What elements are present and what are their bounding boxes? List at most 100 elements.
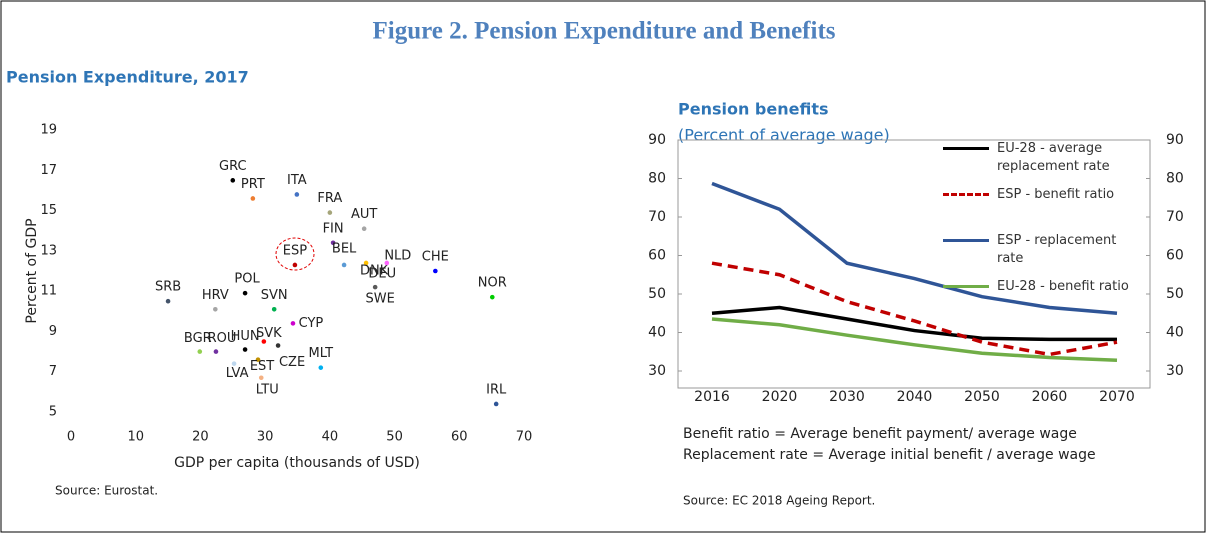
series-line <box>711 181 1118 315</box>
note: Benefit ratio = Average benefit payment/… <box>683 426 1077 442</box>
plot-frame <box>677 139 1151 389</box>
point <box>489 294 495 300</box>
point-label: BEL <box>332 241 357 256</box>
y2-tick-label: 40 <box>1166 325 1184 341</box>
figure-title: Figure 2. Pension Expenditure and Benefi… <box>372 18 835 45</box>
point <box>242 290 248 296</box>
y-tick-label: 50 <box>648 286 666 302</box>
y-tick-label: 80 <box>648 171 666 187</box>
point-label: POL <box>234 272 260 287</box>
point-label: AUT <box>351 207 377 222</box>
point-label: DEU <box>368 266 396 281</box>
x-tick-label: 2040 <box>897 389 933 405</box>
series-line <box>711 305 1117 342</box>
y-tick-label: 15 <box>40 203 57 218</box>
point-label: BGR <box>184 331 212 346</box>
y-tick-label: 60 <box>648 248 666 264</box>
point-label: ITA <box>287 173 307 188</box>
x-tick-label: 2070 <box>1099 389 1135 405</box>
point <box>341 262 347 268</box>
point <box>330 240 336 246</box>
x-tick-label: 50 <box>386 430 403 445</box>
legend-entry: EU-28 - benefit ratio <box>943 278 1153 324</box>
point <box>292 262 298 268</box>
point-label: SVN <box>261 288 288 303</box>
x-axis-label: GDP per capita (thousands of USD) <box>174 455 420 471</box>
y-tick-label: 9 <box>49 324 57 339</box>
legend-swatch <box>943 285 989 288</box>
highlight-circle <box>275 237 315 271</box>
point-label: MLT <box>308 346 333 361</box>
legend-swatch <box>943 147 989 150</box>
y-tick-label: 7 <box>49 364 57 379</box>
point <box>433 268 438 274</box>
point <box>368 266 374 272</box>
y2-tick-label: 50 <box>1166 286 1184 302</box>
source: Source: EC 2018 Ageing Report. <box>683 494 875 508</box>
point <box>165 298 171 304</box>
point <box>372 284 378 290</box>
legend-label: EU-28 - average replacement rate <box>997 141 1110 174</box>
y-tick-label: 40 <box>648 325 666 341</box>
y-tick-label: 13 <box>40 243 57 258</box>
series-line <box>711 261 1118 357</box>
point-label: NOR <box>478 276 507 291</box>
point-label: HUN <box>231 329 260 344</box>
y-tick-label: 11 <box>40 284 57 299</box>
x-tick-label: 0 <box>67 430 75 445</box>
legend-label: ESP - replacement rate <box>997 233 1117 266</box>
point <box>361 226 367 231</box>
point-label: SRB <box>155 280 181 295</box>
x-tick-label: 30 <box>257 430 274 445</box>
point-label: LTU <box>256 382 279 397</box>
point-label: HRV <box>202 288 229 303</box>
point-label: PRT <box>241 177 265 192</box>
point-label: EST <box>250 359 274 374</box>
source: Source: Eurostat. <box>55 484 158 498</box>
series-line <box>711 317 1118 362</box>
point-label: SWE <box>365 292 394 307</box>
point-label: NLD <box>384 248 411 263</box>
point <box>197 349 203 354</box>
point-label: FRA <box>317 191 342 206</box>
y-tick-label: 30 <box>648 363 666 379</box>
x-tick-label: 2030 <box>829 389 865 405</box>
x-tick-label: 20 <box>192 430 209 445</box>
x-tick-label: 2050 <box>964 389 1000 405</box>
x-tick-label: 70 <box>516 430 533 445</box>
y-axis-label: Percent of GDP <box>24 218 40 323</box>
point <box>275 343 281 348</box>
legend-entry: ESP - benefit ratio <box>943 186 1153 232</box>
legend-label: ESP - benefit ratio <box>997 187 1115 202</box>
point <box>290 321 296 326</box>
point-label: FIN <box>323 221 344 236</box>
point <box>327 210 333 215</box>
x-tick-label: 40 <box>322 430 339 445</box>
point-label: CYP <box>299 316 324 331</box>
y2-tick-label: 90 <box>1166 132 1184 148</box>
point <box>271 306 277 312</box>
point-label: IRL <box>486 382 507 397</box>
x-tick-label: 2016 <box>694 389 730 405</box>
point <box>242 347 248 352</box>
y-tick-label: 17 <box>40 163 57 178</box>
chart-title: Pension Expenditure, 2017 <box>6 68 249 87</box>
chart-subtitle: (Percent of average wage) <box>678 126 890 145</box>
legend-swatch <box>943 239 989 242</box>
x-tick-label: 2060 <box>1032 389 1068 405</box>
y-tick-label: 5 <box>49 405 57 420</box>
x-tick-label: 2020 <box>762 389 798 405</box>
point-label: ESP <box>283 243 307 258</box>
y-tick-label: 19 <box>40 123 57 138</box>
legend-entry: EU-28 - average replacement rate <box>943 140 1153 186</box>
chart-title: Pension benefits <box>678 100 829 119</box>
point <box>213 349 219 354</box>
point <box>213 306 218 312</box>
point <box>318 365 324 370</box>
point <box>231 361 237 366</box>
point-label: LVA <box>226 366 249 381</box>
legend-swatch <box>943 193 989 196</box>
point <box>250 196 256 201</box>
point <box>261 339 267 344</box>
